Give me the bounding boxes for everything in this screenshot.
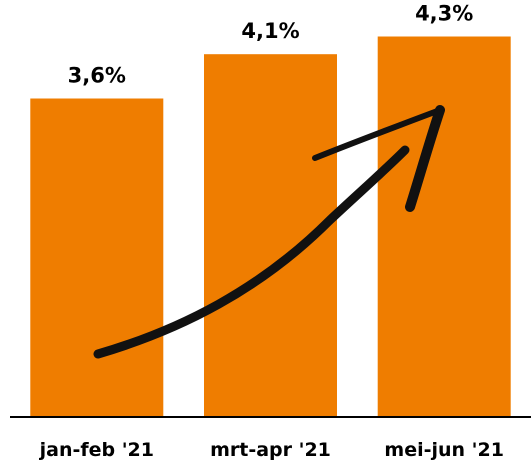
- bar-0: [30, 98, 164, 417]
- x-tick-label-1: mrt-apr '21: [210, 439, 331, 461]
- trend-arrow-icon: [93, 105, 445, 359]
- x-ticks-group: jan-feb '21 mrt-apr '21 mei-jun '21: [39, 439, 504, 461]
- value-label-1: 4,1%: [241, 19, 299, 43]
- bars-group: [30, 36, 511, 417]
- value-label-0: 3,6%: [68, 64, 126, 88]
- value-label-2: 4,3%: [415, 2, 473, 26]
- value-labels-group: 3,6% 4,1% 4,3%: [68, 2, 474, 88]
- bar-2: [377, 36, 511, 417]
- x-tick-label-0: jan-feb '21: [39, 439, 154, 461]
- x-tick-label-2: mei-jun '21: [384, 439, 504, 461]
